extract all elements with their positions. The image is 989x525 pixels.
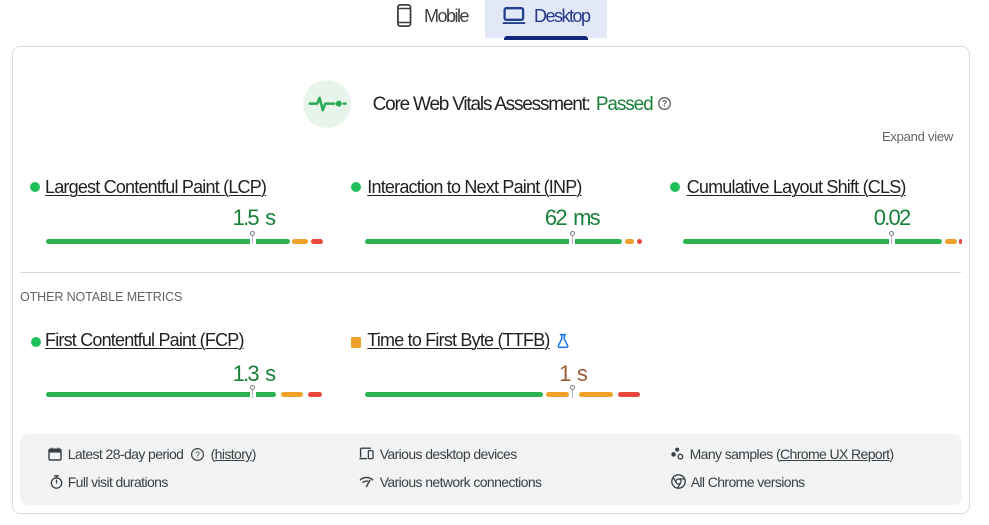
- svg-text:?: ?: [195, 450, 200, 460]
- svg-text:?: ?: [661, 99, 666, 109]
